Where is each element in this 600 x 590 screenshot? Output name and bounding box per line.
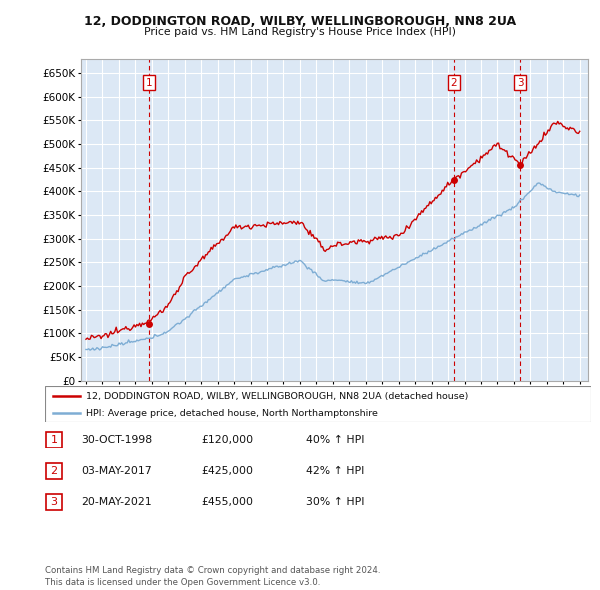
Text: 1: 1 — [50, 435, 58, 444]
Text: 1: 1 — [146, 78, 152, 88]
Text: 03-MAY-2017: 03-MAY-2017 — [81, 466, 152, 476]
Text: 40% ↑ HPI: 40% ↑ HPI — [306, 435, 365, 444]
Text: 3: 3 — [517, 78, 523, 88]
Text: 12, DODDINGTON ROAD, WILBY, WELLINGBOROUGH, NN8 2UA (detached house): 12, DODDINGTON ROAD, WILBY, WELLINGBOROU… — [86, 392, 469, 401]
Text: 12, DODDINGTON ROAD, WILBY, WELLINGBOROUGH, NN8 2UA: 12, DODDINGTON ROAD, WILBY, WELLINGBOROU… — [84, 15, 516, 28]
Text: HPI: Average price, detached house, North Northamptonshire: HPI: Average price, detached house, Nort… — [86, 409, 378, 418]
Text: £120,000: £120,000 — [201, 435, 253, 444]
Text: Contains HM Land Registry data © Crown copyright and database right 2024.
This d: Contains HM Land Registry data © Crown c… — [45, 566, 380, 587]
Text: 3: 3 — [50, 497, 58, 507]
Text: £425,000: £425,000 — [201, 466, 253, 476]
Text: 30-OCT-1998: 30-OCT-1998 — [81, 435, 152, 444]
Text: 2: 2 — [451, 78, 457, 88]
Text: 42% ↑ HPI: 42% ↑ HPI — [306, 466, 364, 476]
Text: 2: 2 — [50, 466, 58, 476]
Text: 30% ↑ HPI: 30% ↑ HPI — [306, 497, 365, 507]
Text: 20-MAY-2021: 20-MAY-2021 — [81, 497, 152, 507]
Text: £455,000: £455,000 — [201, 497, 253, 507]
Text: Price paid vs. HM Land Registry's House Price Index (HPI): Price paid vs. HM Land Registry's House … — [144, 27, 456, 37]
